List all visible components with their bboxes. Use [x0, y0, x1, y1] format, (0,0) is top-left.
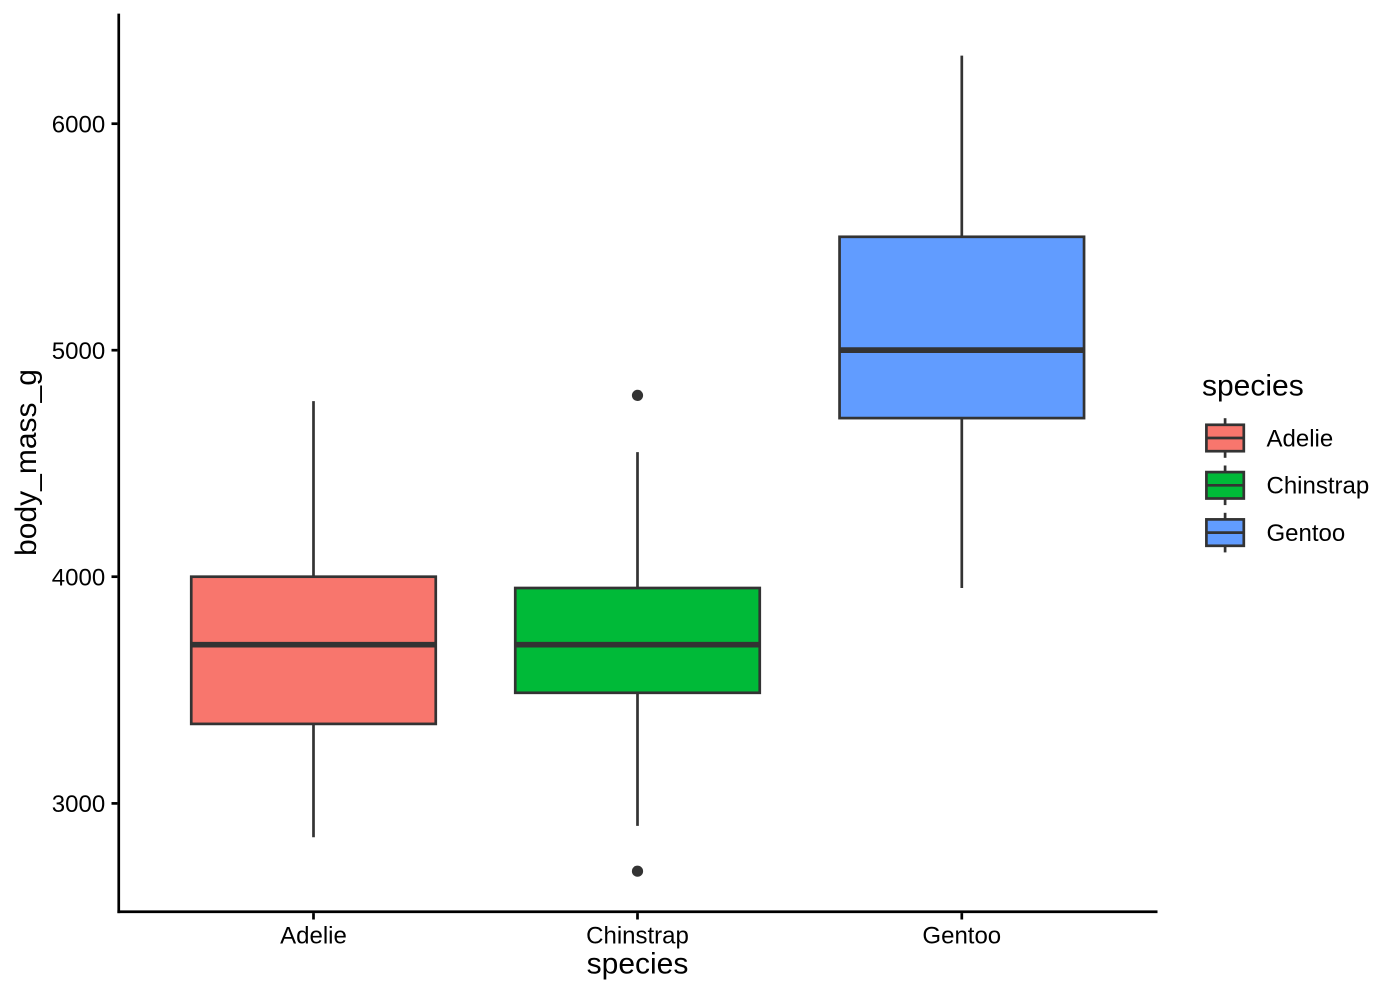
svg-text:species: species	[587, 948, 689, 981]
svg-text:Adelie: Adelie	[280, 923, 347, 950]
svg-text:5000: 5000	[52, 338, 105, 365]
svg-text:species: species	[1202, 370, 1304, 403]
svg-text:3000: 3000	[52, 791, 105, 818]
svg-text:body_mass_g: body_mass_g	[10, 369, 43, 556]
svg-text:Gentoo: Gentoo	[1267, 520, 1346, 547]
svg-text:4000: 4000	[52, 564, 105, 591]
svg-text:Adelie: Adelie	[1267, 425, 1334, 452]
svg-text:6000: 6000	[52, 111, 105, 138]
svg-text:Gentoo: Gentoo	[922, 923, 1001, 950]
svg-text:Chinstrap: Chinstrap	[586, 923, 689, 950]
svg-text:Chinstrap: Chinstrap	[1267, 473, 1370, 500]
